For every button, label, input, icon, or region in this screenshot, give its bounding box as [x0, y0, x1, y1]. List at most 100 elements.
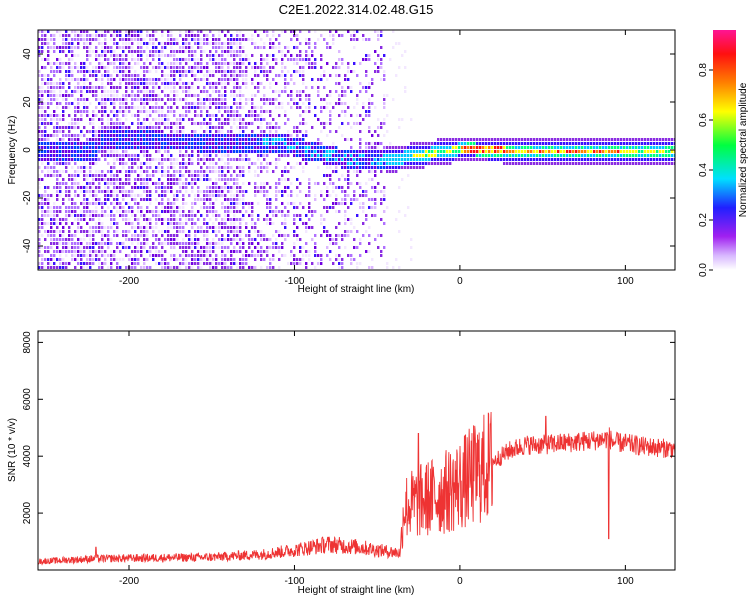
heatmap-cell	[203, 34, 206, 37]
heatmap-cell	[143, 186, 146, 189]
heatmap-cell	[224, 218, 227, 221]
heatmap-cell	[218, 94, 221, 97]
heatmap-cell	[344, 198, 347, 201]
heatmap-cell	[44, 258, 47, 261]
heatmap-cell	[245, 54, 248, 57]
heatmap-cell	[167, 198, 170, 201]
heatmap-cell	[122, 190, 125, 193]
heatmap-cell	[185, 138, 188, 141]
heatmap-cell	[122, 230, 125, 233]
heatmap-cell	[89, 74, 92, 77]
heatmap-cell	[41, 106, 44, 109]
heatmap-cell	[323, 206, 326, 209]
heatmap-cell	[236, 106, 239, 109]
heatmap-cell	[518, 154, 521, 157]
heatmap-cell	[236, 82, 239, 85]
heatmap-cell	[545, 138, 548, 141]
heatmap-cell	[341, 190, 344, 193]
heatmap-cell	[71, 202, 74, 205]
heatmap-cell	[59, 194, 62, 197]
heatmap-cell	[380, 202, 383, 205]
heatmap-cell	[131, 46, 134, 49]
heatmap-cell	[215, 154, 218, 157]
heatmap-cell	[92, 38, 95, 41]
heatmap-cell	[308, 62, 311, 65]
heatmap-cell	[371, 102, 374, 105]
heatmap-cell	[311, 126, 314, 129]
heatmap-cell	[131, 206, 134, 209]
heatmap-cell	[206, 158, 209, 161]
heatmap-cell	[224, 246, 227, 249]
heatmap-cell	[152, 182, 155, 185]
heatmap-cell	[284, 154, 287, 157]
heatmap-cell	[80, 110, 83, 113]
heatmap-cell	[647, 150, 650, 153]
heatmap-cell	[47, 258, 50, 261]
heatmap-cell	[332, 38, 335, 41]
heatmap-cell	[338, 98, 341, 101]
heatmap-cell	[248, 134, 251, 137]
heatmap-cell	[311, 142, 314, 145]
heatmap-cell	[137, 210, 140, 213]
heatmap-cell	[269, 38, 272, 41]
heatmap-cell	[137, 246, 140, 249]
heatmap-cell	[311, 66, 314, 69]
heatmap-cell	[125, 70, 128, 73]
heatmap-cell	[218, 190, 221, 193]
heatmap-cell	[224, 206, 227, 209]
heatmap-cell	[263, 250, 266, 253]
heatmap-cell	[296, 162, 299, 165]
heatmap-cell	[464, 146, 467, 149]
heatmap-cell	[659, 138, 662, 141]
heatmap-cell	[293, 222, 296, 225]
heatmap-cell	[383, 166, 386, 169]
heatmap-cell	[65, 106, 68, 109]
heatmap-cell	[107, 130, 110, 133]
heatmap-cell	[218, 166, 221, 169]
heatmap-cell	[671, 154, 674, 157]
heatmap-cell	[539, 158, 542, 161]
heatmap-cell	[224, 118, 227, 121]
heatmap-cell	[308, 46, 311, 49]
heatmap-cell	[83, 170, 86, 173]
heatmap-cell	[158, 170, 161, 173]
heatmap-cell	[104, 250, 107, 253]
heatmap-cell	[236, 226, 239, 229]
heatmap-cell	[74, 126, 77, 129]
heatmap-cell	[233, 246, 236, 249]
heatmap-cell	[305, 50, 308, 53]
heatmap-cell	[95, 142, 98, 145]
heatmap-cell	[68, 234, 71, 237]
heatmap-cell	[620, 158, 623, 161]
heatmap-cell	[230, 138, 233, 141]
heatmap-cell	[524, 154, 527, 157]
heatmap-cell	[236, 114, 239, 117]
heatmap-cell	[119, 242, 122, 245]
heatmap-cell	[251, 146, 254, 149]
heatmap-cell	[512, 138, 515, 141]
heatmap-cell	[344, 138, 347, 141]
heatmap-cell	[338, 158, 341, 161]
heatmap-cell	[389, 154, 392, 157]
heatmap-cell	[443, 150, 446, 153]
heatmap-cell	[131, 54, 134, 57]
heatmap-cell	[200, 58, 203, 61]
heatmap-cell	[122, 146, 125, 149]
heatmap-cell	[179, 46, 182, 49]
heatmap-cell	[455, 154, 458, 157]
heatmap-cell	[371, 142, 374, 145]
heatmap-cell	[143, 170, 146, 173]
heatmap-cell	[77, 82, 80, 85]
heatmap-cell	[266, 102, 269, 105]
heatmap-cell	[281, 90, 284, 93]
heatmap-cell	[191, 58, 194, 61]
heatmap-cell	[164, 74, 167, 77]
heatmap-cell	[377, 182, 380, 185]
heatmap-cell	[287, 142, 290, 145]
heatmap-cell	[119, 266, 122, 269]
heatmap-cell	[152, 138, 155, 141]
heatmap-cell	[242, 174, 245, 177]
heatmap-cell	[83, 178, 86, 181]
heatmap-cell	[311, 62, 314, 65]
heatmap-cell	[305, 54, 308, 57]
